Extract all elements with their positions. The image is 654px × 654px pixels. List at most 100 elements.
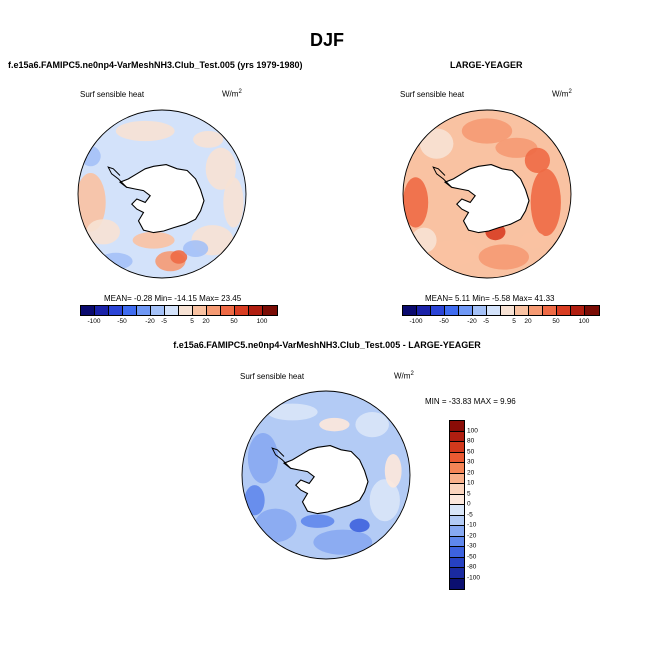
panel3-colorbar-tick-label: 10 [467,479,475,487]
panel1-field-patch [193,131,224,148]
panel3-field-patch [300,514,335,528]
panel2-colorbar-tick-label: -50 [439,318,449,325]
panel1-colorbar-box [235,306,249,315]
panel2-colorbar-tick-label: 20 [524,318,532,325]
panel1-field-patch [115,120,175,142]
panel1-colorbar-box [179,306,193,315]
panel2-field-patch [419,128,454,159]
panel3-colorbar-box [450,463,464,474]
panel3-colorbar-box [450,557,464,568]
panel3-colorbar-box [450,568,464,579]
panel1-colorbar-box [151,306,165,315]
panel2-colorbar-box [501,306,515,315]
panel1-colorbar-box [165,306,179,315]
panel3-colorbar-tick-label: 30 [467,458,475,466]
panel3-map-border [241,390,411,560]
panel2-colorbar-box [431,306,445,315]
panel1-colorbar-box [137,306,151,315]
panel2-field-patch [428,240,479,266]
panel3-colorbar-box [450,536,464,547]
panel2-colorbar-box [557,306,571,315]
panel2-stats: MEAN= 5.11 Min= -5.58 Max= 41.33 [425,294,555,303]
panel2-map [402,109,572,279]
panel3-field-patch [267,403,318,421]
panel2-field-patch [478,244,529,270]
panel2-variable-label: Surf sensible heat [400,90,465,99]
panel3-field-patch [349,518,370,533]
panel2-colorbar-box [571,306,585,315]
panel1-colorbar-box [193,306,207,315]
panel3-field-patch [369,479,400,522]
panel1-field-patch [223,177,244,228]
panel1-colorbar-box [95,306,109,315]
panel1-peninsula-coastline [107,166,128,188]
panel1-map [77,109,247,279]
panel2-units-label: W/m2 [552,89,572,99]
panel3-field-patch [355,412,389,438]
panel2-field-patch [524,147,550,173]
panel3-colorbar-box [450,505,464,516]
panel3-stats: MIN = -33.83 MAX = 9.96 [425,397,516,406]
panel3-title: f.e15a6.FAMIPC5.ne0np4-VarMeshNH3.Club_T… [173,340,481,350]
panel1-field-patch [78,173,106,232]
panel3-colorbar-tick-label: 20 [467,469,475,476]
panel2-peninsula-coastline [432,166,453,188]
panel2-field-patch [520,231,546,249]
panel1-stats: MEAN= -0.28 Min= -14.15 Max= 23.45 [104,294,242,303]
panel1-colorbar-box [109,306,123,315]
panel3-colorbar-box [450,431,464,442]
panel2-title: LARGE-YEAGER [450,60,523,70]
panel2-colorbar-box [417,306,431,315]
panel2-field-patch [403,177,429,228]
panel3-colorbar-box [450,526,464,537]
panel1-colorbar-tick-label: -100 [87,318,101,325]
panel3-colorbar-box [450,578,464,589]
panel3-colorbar-box [450,442,464,453]
panel3-field-patch [254,508,297,543]
panel2-colorbar [402,305,600,316]
panel3-colorbar-tick-label: 5 [467,490,471,497]
panel2-colorbar-box [473,306,487,315]
panel2-colorbar-box [529,306,543,315]
panel2-field-patch [461,118,513,144]
panel2-colorbar-box [459,306,473,315]
panel1-colorbar-box [263,306,277,315]
panel2-colorbar-tick-label: 5 [512,318,516,325]
panel3-colorbar-tick-label: -50 [467,553,477,560]
panel2-colorbar-box [515,306,529,315]
panel3-field-patch [244,485,265,516]
panel2-colorbar-box [445,306,459,315]
panel3-field-patch [247,433,279,484]
panel1-colorbar-tick-label: -50 [117,318,127,325]
panel1-colorbar-tick-label: 5 [190,318,194,325]
panel3-field-patch [384,454,402,488]
panel2-field-patches [403,118,561,270]
panel2-colorbar-tick-label: 50 [552,318,560,325]
panel1-colorbar-tick-label: 20 [202,318,210,325]
panel1-colorbar-box [123,306,137,315]
panel3-colorbar-box [450,547,464,558]
panel3-map [241,390,411,560]
panel1-field-patch [183,240,209,257]
panel1-field-patch [86,219,120,245]
panel2-field-patch [495,137,538,158]
panel2-colorbar-tick-label: -20 [467,318,477,325]
panel3-colorbar-tick-label: -5 [467,511,473,518]
panel3-field-patch [319,417,350,432]
panel2-colorbar-box [487,306,501,315]
panel3-colorbar-ticks: 100 80 50 30 20 10 5 0 -5 -10 -20 -30 -50 -80 -100 [467,420,497,590]
panel1-colorbar-box [221,306,235,315]
panel1-units-label: W/m2 [222,89,242,99]
panel3-colorbar-tick-label: -20 [467,532,477,539]
panel3-colorbar-tick-label: 80 [467,437,475,445]
panel3-colorbar-tick-label: -30 [467,542,477,550]
panel3-variable-label: Surf sensible heat [240,372,305,381]
panel3-colorbar-tick-label: 50 [467,448,475,455]
panel1-variable-label: Surf sensible heat [80,90,145,99]
panel3-colorbar [449,420,465,590]
panel3-colorbar-tick-label: -10 [467,521,477,529]
panel3-colorbar-tick-label: 0 [467,500,471,508]
panel1-colorbar-tick-label: 100 [256,318,268,325]
panel3-colorbar-tick-label: -100 [467,574,481,581]
panel1-field-patch [205,147,236,190]
